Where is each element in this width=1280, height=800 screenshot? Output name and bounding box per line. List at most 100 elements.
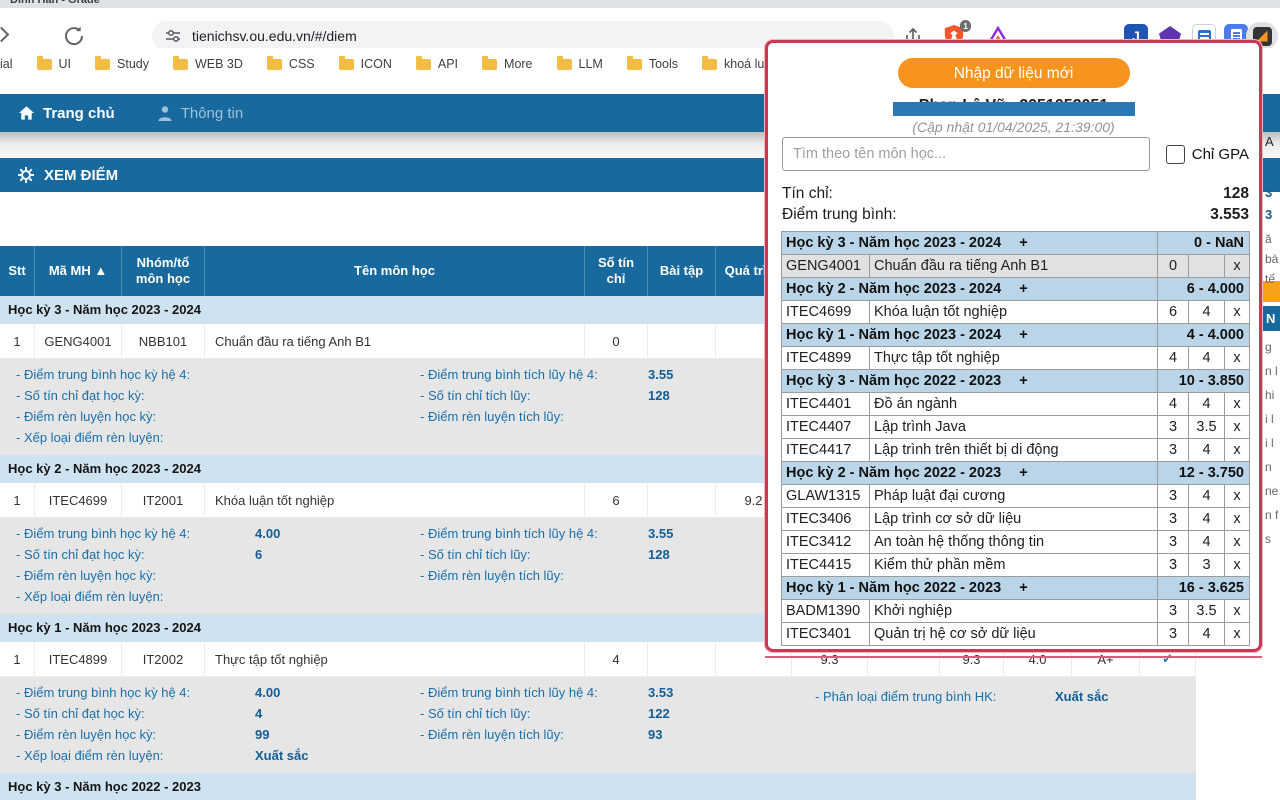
course-credits: 0 — [1156, 254, 1189, 278]
popup-semester-summary: 4 - 4.000 — [1156, 323, 1251, 347]
grade-cell: ITEC4899 — [35, 642, 122, 676]
course-remove-button[interactable]: x — [1223, 438, 1251, 462]
course-remove-button[interactable]: x — [1223, 300, 1251, 324]
course-credits: 4 — [1156, 392, 1189, 416]
course-remove-button[interactable]: x — [1223, 484, 1251, 508]
expand-plus-icon[interactable]: + — [1019, 373, 1028, 389]
summary-label: - Xếp loại điểm rèn luyện: — [16, 589, 164, 604]
shield-badge: 1 — [960, 20, 971, 32]
popup-semester-title: Học kỳ 1 - Năm học 2023 - 2024 + — [781, 323, 1158, 347]
gear-icon — [18, 167, 34, 183]
page-fragment: A — [1265, 134, 1274, 149]
expand-plus-icon[interactable]: + — [1019, 281, 1028, 297]
popup-semester-summary: 16 - 3.625 — [1156, 576, 1251, 600]
course-credits: 3 — [1156, 599, 1189, 623]
course-remove-button[interactable]: x — [1223, 599, 1251, 623]
popup-semester-row[interactable]: Học kỳ 3 - Năm học 2022 - 2023 +10 - 3.85… — [781, 369, 1251, 393]
course-code: ITEC4415 — [781, 553, 870, 577]
bookmark-item[interactable]: UI — [36, 55, 71, 71]
tune-icon[interactable] — [165, 28, 181, 44]
page-fragment: n f — [1265, 508, 1279, 522]
summary-label: - Điểm trung bình học kỳ hệ 4: — [16, 685, 191, 700]
bookmark-item[interactable]: ICON — [338, 55, 392, 71]
course-name: An toàn hệ thống thông tin — [869, 530, 1158, 554]
course-grade: 4 — [1187, 346, 1225, 370]
grades-header-cell[interactable]: Bài tập — [648, 246, 716, 296]
course-remove-button[interactable]: x — [1223, 622, 1251, 646]
grade-cell: IT2001 — [122, 483, 205, 517]
grade-cell: NBB101 — [122, 324, 205, 358]
url-bar[interactable]: tienichsv.ou.edu.vn/#/diem — [152, 21, 894, 51]
course-remove-button[interactable]: x — [1223, 507, 1251, 531]
course-remove-button[interactable]: x — [1223, 346, 1251, 370]
expand-plus-icon[interactable]: + — [1019, 465, 1028, 481]
summary-value: 3.53 — [648, 685, 674, 700]
bookmark-label: CSS — [288, 57, 315, 71]
bookmark-item[interactable]: API — [415, 55, 459, 71]
bookmark-fragment[interactable]: ial — [0, 57, 13, 71]
grade-cell — [716, 642, 792, 676]
import-data-button[interactable]: Nhập dữ liệu mới — [897, 58, 1130, 88]
popup-semester-row[interactable]: Học kỳ 1 - Năm học 2022 - 2023 +16 - 3.62… — [781, 576, 1251, 600]
bookmark-label: API — [437, 57, 459, 71]
nav-item-info[interactable]: Thông tin — [157, 105, 243, 122]
course-code: ITEC3401 — [781, 622, 870, 646]
course-code: ITEC4699 — [781, 300, 870, 324]
course-remove-button[interactable]: x — [1223, 392, 1251, 416]
expand-plus-icon[interactable]: + — [1019, 580, 1028, 596]
grade-cell: 1 — [0, 642, 35, 676]
expand-plus-icon[interactable]: + — [1019, 327, 1028, 343]
forward-icon[interactable] — [0, 26, 10, 43]
grade-cell: Chuẩn đầu ra tiếng Anh B1 — [205, 324, 585, 358]
course-grade: 4 — [1187, 438, 1225, 462]
summary-value: 99 — [255, 727, 270, 742]
course-name: Quản trị hệ cơ sở dữ liệu — [869, 622, 1158, 646]
course-search-input[interactable] — [782, 137, 1150, 171]
popup-course-row: BADM1390 Khởi nghiệp 3 3.5 x — [781, 599, 1251, 623]
popup-semester-row[interactable]: Học kỳ 2 - Năm học 2023 - 2024 +6 - 4.000 — [781, 277, 1251, 301]
summary-label: - Điểm rèn luyện học kỳ: — [16, 727, 157, 742]
grades-header-cell[interactable]: Mã MH ▲ — [35, 246, 122, 296]
course-name: Khởi nghiệp — [869, 599, 1158, 623]
page-fragment: s — [1265, 532, 1271, 546]
course-code: ITEC3412 — [781, 530, 870, 554]
bookmark-item[interactable]: Study — [95, 55, 149, 71]
popup-course-row: ITEC3401 Quản trị hệ cơ sở dữ liệu 3 4 x — [781, 622, 1251, 646]
course-code: ITEC4407 — [781, 415, 870, 439]
popup-semester-title: Học kỳ 1 - Năm học 2022 - 2023 + — [781, 576, 1158, 600]
semester-title-text: Học kỳ 1 - Năm học 2023 - 2024 — [786, 327, 1002, 343]
summary-label: - Điểm rèn luyện tích lũy: — [420, 409, 564, 424]
grades-header-cell[interactable]: Nhóm/tổ môn học — [122, 246, 205, 296]
popup-course-row: ITEC4417 Lập trình trên thiết bị di động 3… — [781, 438, 1251, 462]
popup-semester-row[interactable]: Học kỳ 1 - Năm học 2023 - 2024 +4 - 4.000 — [781, 323, 1251, 347]
course-remove-button[interactable]: x — [1223, 415, 1251, 439]
bookmark-item[interactable]: More — [482, 55, 533, 71]
course-remove-button[interactable]: x — [1223, 254, 1251, 278]
bookmark-item[interactable]: CSS — [266, 55, 315, 71]
summary-value: 128 — [648, 547, 670, 562]
popup-course-row: ITEC4407 Lập trình Java 3 3.5 x — [781, 415, 1251, 439]
grade-cell: Thực tập tốt nghiệp — [205, 642, 585, 676]
popup-semester-title: Học kỳ 2 - Năm học 2022 - 2023 + — [781, 461, 1158, 485]
grades-header-cell[interactable]: Tên môn học — [205, 246, 585, 296]
popup-search-row: Chỉ GPA — [782, 137, 1249, 171]
grades-header-cell[interactable]: Stt — [0, 246, 35, 296]
nav-item-home[interactable]: Trang chủ — [18, 105, 115, 122]
grades-header-cell[interactable]: Số tín chỉ — [585, 246, 648, 296]
course-remove-button[interactable]: x — [1223, 553, 1251, 577]
gpa-label: Điểm trung bình: — [782, 206, 897, 223]
bookmark-item[interactable]: WEB 3D — [172, 55, 243, 71]
bookmark-item[interactable]: Tools — [626, 55, 678, 71]
expand-plus-icon[interactable]: + — [1019, 235, 1028, 251]
reload-icon[interactable] — [62, 24, 86, 48]
bookmark-item[interactable]: LLM — [556, 55, 603, 71]
summary-value: 6 — [255, 547, 263, 562]
semester-title-text: Học kỳ 1 - Năm học 2022 - 2023 — [786, 580, 1002, 596]
popup-semester-title: Học kỳ 3 - Năm học 2022 - 2023 + — [781, 369, 1158, 393]
course-remove-button[interactable]: x — [1223, 530, 1251, 554]
popup-semester-row[interactable]: Học kỳ 3 - Năm học 2023 - 2024 +0 - NaN — [781, 231, 1251, 255]
gpa-only-checkbox[interactable] — [1165, 144, 1185, 164]
folder-icon — [36, 55, 52, 70]
semester-title-text: Học kỳ 2 - Năm học 2023 - 2024 — [786, 281, 1002, 297]
popup-semester-row[interactable]: Học kỳ 2 - Năm học 2022 - 2023 +12 - 3.75… — [781, 461, 1251, 485]
